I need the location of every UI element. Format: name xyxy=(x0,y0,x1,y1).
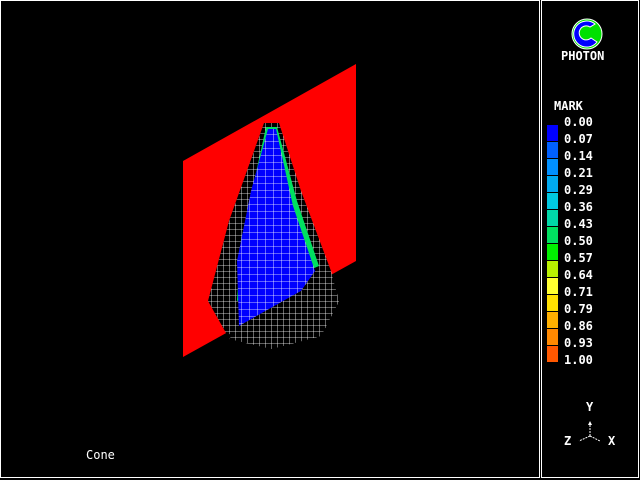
legend-swatch xyxy=(547,210,558,226)
scene-render xyxy=(183,64,356,357)
legend-swatch xyxy=(547,346,558,362)
side-panel: PHOTON MARK 0.00 0.07 0.14 0.21 0.29 0.36 0.43… xyxy=(541,0,639,478)
cone-section xyxy=(237,129,315,326)
legend-swatch xyxy=(547,244,558,260)
legend-value: 0.07 xyxy=(564,132,593,146)
legend-value: 0.00 xyxy=(564,115,593,129)
legend-swatch xyxy=(547,295,558,311)
legend-swatch xyxy=(547,329,558,345)
legend-value: 0.93 xyxy=(564,336,593,350)
legend-swatch xyxy=(547,176,558,192)
legend-value: 0.21 xyxy=(564,166,593,180)
axis-y-label: Y xyxy=(586,400,594,414)
legend-swatch xyxy=(547,312,558,328)
legend-value: 0.79 xyxy=(564,302,593,316)
legend-swatch xyxy=(547,142,558,158)
legend-swatch xyxy=(547,125,558,141)
legend-value: 0.29 xyxy=(564,183,593,197)
legend-value: 1.00 xyxy=(564,353,593,367)
legend-value: 0.71 xyxy=(564,285,593,299)
legend-swatch xyxy=(547,278,558,294)
legend-value: 0.57 xyxy=(564,251,593,265)
legend-value: 0.14 xyxy=(564,149,593,163)
legend-value: 0.50 xyxy=(564,234,593,248)
legend-title: MARK xyxy=(554,99,583,113)
legend-swatch xyxy=(547,193,558,209)
axis-z-label: Z xyxy=(564,434,572,448)
legend-swatch xyxy=(547,227,558,243)
legend-value: 0.64 xyxy=(564,268,593,282)
axis-x-label: X xyxy=(608,434,616,448)
legend-swatch xyxy=(547,261,558,277)
model-name: Cone xyxy=(86,448,115,462)
axis-triad-icon xyxy=(578,421,601,442)
3d-viewport[interactable]: Cone xyxy=(0,0,540,478)
legend-value: 0.36 xyxy=(564,200,593,214)
legend-value: 0.43 xyxy=(564,217,593,231)
legend-swatch xyxy=(547,159,558,175)
legend-value: 0.86 xyxy=(564,319,593,333)
cone-base xyxy=(229,276,339,349)
photon-logo-icon xyxy=(571,18,603,50)
logo-text: PHOTON xyxy=(561,49,605,63)
